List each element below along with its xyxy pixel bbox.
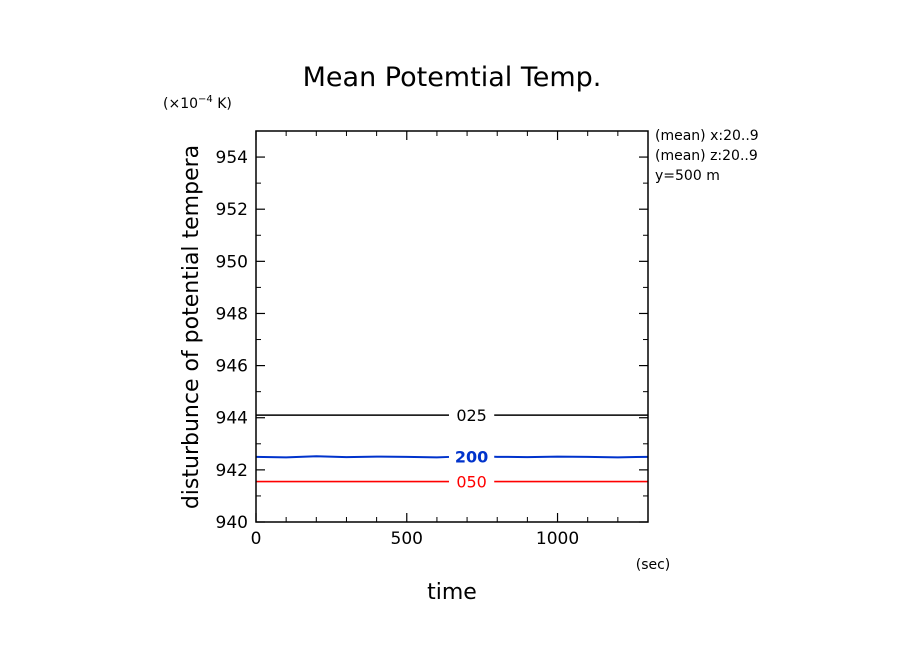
series-line-200 xyxy=(255,455,450,459)
annotation-text: y=500 m xyxy=(655,168,720,184)
y-axis-unit: (×10−4 K) xyxy=(163,94,232,112)
series-line-200 xyxy=(494,455,649,459)
x-tick-label: 500 xyxy=(391,529,423,549)
y-tick-label: 944 xyxy=(216,409,248,429)
x-tick-label: 1000 xyxy=(536,529,579,549)
series-label-200: 200 xyxy=(455,447,488,466)
x-axis-unit: (sec) xyxy=(636,557,671,573)
annotation-text: (mean) z:20..9 xyxy=(655,148,758,164)
y-unit-suffix: K) xyxy=(213,96,232,112)
y-tick-label: 954 xyxy=(216,148,248,168)
series-label-025: 025 xyxy=(456,406,487,425)
y-tick-label: 940 xyxy=(216,513,248,533)
annotation-text: (mean) x:20..9 xyxy=(655,128,759,144)
y-tick-label: 952 xyxy=(216,200,248,220)
x-tick-label: 0 xyxy=(251,529,262,549)
plot-frame xyxy=(255,130,649,523)
chart-title: Mean Potemtial Temp. xyxy=(303,62,602,93)
y-unit-prefix: (×10 xyxy=(163,96,198,112)
y-unit-exponent: −4 xyxy=(198,94,213,105)
series-layer: 025 200 050 xyxy=(255,406,649,492)
y-tick-label: 948 xyxy=(216,304,248,324)
annotations: (mean) x:20..9 (mean) z:20..9 y=500 m xyxy=(655,128,759,184)
y-axis-label: disturbunce of potential tempera xyxy=(179,145,204,509)
x-axis-label: time xyxy=(427,580,477,605)
series-label-050: 050 xyxy=(456,473,487,492)
y-tick-label: 942 xyxy=(216,461,248,481)
y-tick-label: 950 xyxy=(216,252,248,272)
y-tick-label: 946 xyxy=(216,357,248,377)
